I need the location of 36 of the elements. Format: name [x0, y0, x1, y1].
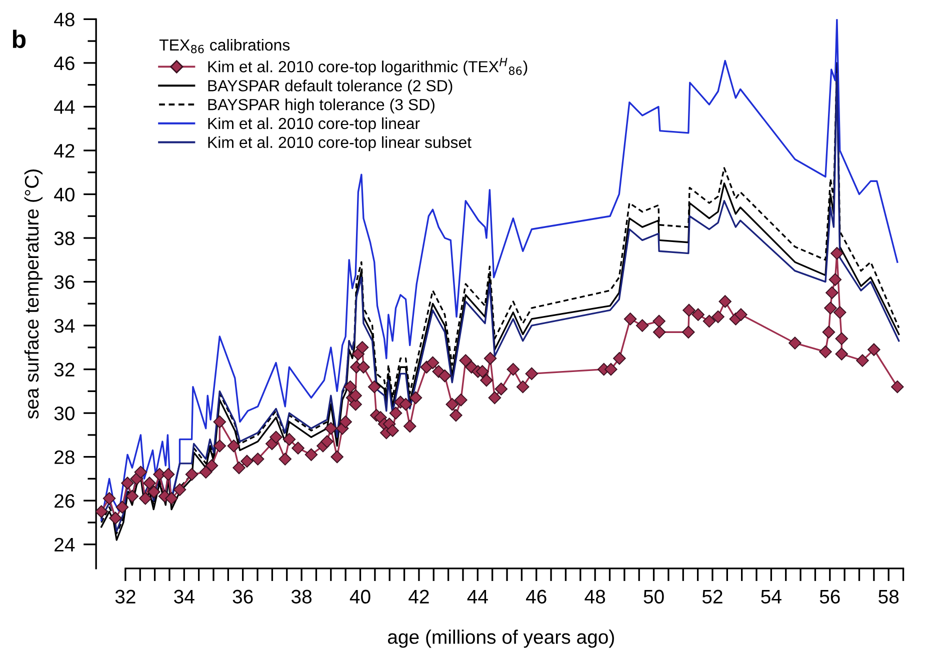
y-tick-label: 34 [54, 319, 75, 333]
x-tick-label: 48 [584, 590, 606, 604]
y-tick-label: 36 [54, 275, 74, 290]
y-tick-label: 48 [54, 12, 74, 26]
legend-title: TEX$_{86}$ calibrations [159, 38, 290, 54]
legend-label: Kim et al. 2010 core-top linear subset [208, 136, 472, 152]
y-axis-title: sea surface temperature (°C) [24, 170, 43, 419]
y-tick-label: 24 [54, 538, 75, 552]
text: b [12, 30, 26, 48]
y-tick-label: 42 [54, 144, 74, 158]
x-tick-label: 36 [232, 590, 253, 604]
x-tick-label: 52 [702, 590, 722, 604]
y-tick-label: 38 [54, 231, 74, 246]
x-tick-label: 32 [115, 590, 136, 604]
x-tick-label: 46 [526, 590, 546, 604]
x-tick-label: 56 [820, 590, 840, 604]
x-tick-label: 38 [291, 590, 312, 604]
y-tick-label: 40 [54, 188, 74, 202]
x-tick-label: 54 [761, 590, 782, 604]
y-tick-label: 44 [54, 100, 75, 114]
x-tick-label: 34 [174, 590, 194, 604]
x-tick-label: 40 [350, 590, 370, 604]
x-tick-label: 42 [408, 590, 429, 604]
y-tick-label: 32 [54, 362, 74, 377]
y-tick-label: 46 [54, 56, 74, 70]
y-tick-label: 26 [54, 494, 74, 508]
legend-label: BAYSPAR default tolerance (2 SD) [208, 80, 452, 95]
legend-label: Kim et al. 2010 core-top logarithmic (TEX$^{H}$$_{86}$) [208, 58, 528, 76]
legend-label: Kim et al. 2010 core-top linear [208, 117, 420, 132]
y-tick-label: 28 [54, 450, 74, 464]
y-tick-label: 30 [54, 406, 74, 420]
x-axis-title: age (millions of years ago) [388, 630, 614, 648]
x-tick-label: 58 [878, 590, 899, 604]
legend-label: BAYSPAR high tolerance (3 SD) [208, 98, 434, 114]
x-tick-label: 44 [467, 590, 488, 604]
x-tick-label: 50 [644, 590, 664, 604]
